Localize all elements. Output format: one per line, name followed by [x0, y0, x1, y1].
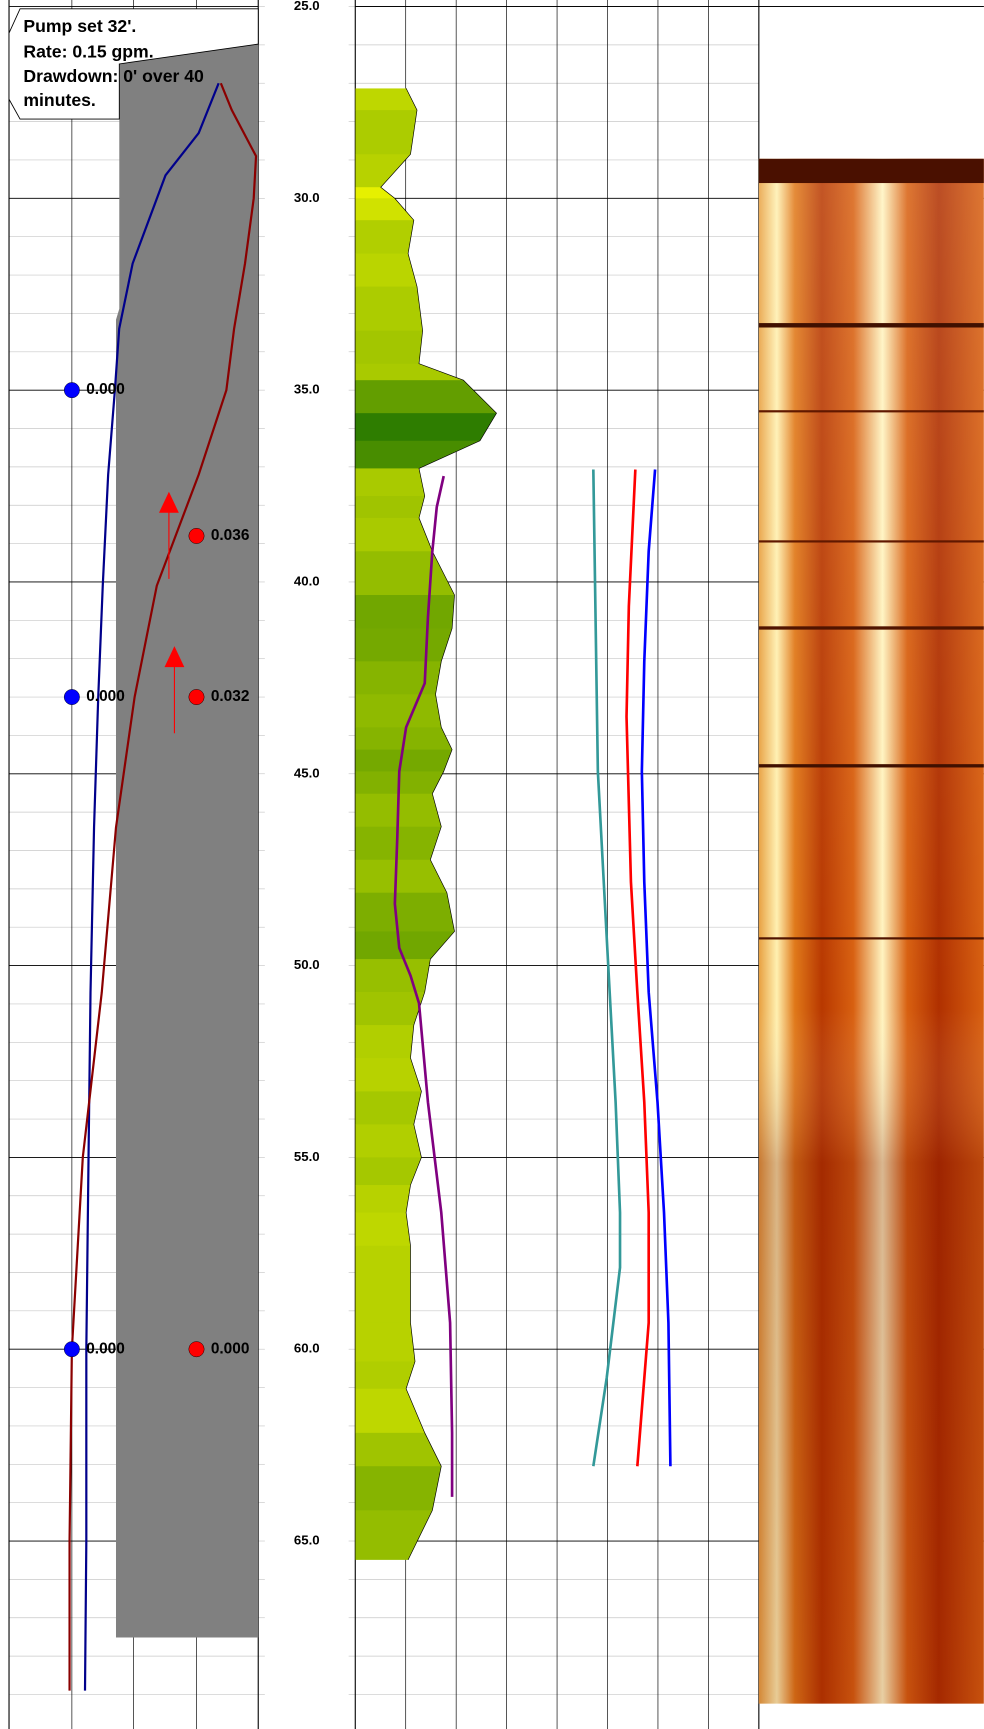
y-tick-label: 25.0	[294, 0, 320, 13]
y-tick-label: 55.0	[294, 1149, 320, 1164]
flow-label: 0.000	[211, 1340, 250, 1357]
flow-point	[64, 689, 79, 704]
page: {"chart_data": {"type": "line", "text_bo…	[0, 0, 984, 1729]
annotation: Pump set 32'.	[23, 16, 136, 36]
flow-point	[189, 528, 204, 543]
annotation: Rate: 0.15 gpm.	[23, 42, 153, 62]
y-tick-label: 35.0	[294, 382, 320, 397]
flow-label: 0.000	[86, 1340, 125, 1357]
annotation: minutes.	[23, 90, 95, 110]
flow-point	[64, 382, 79, 397]
flow-point	[64, 1341, 79, 1356]
annotation: Drawdown: 0' over 40	[23, 66, 204, 86]
y-tick-label: 40.0	[294, 573, 320, 588]
flow-point	[189, 689, 204, 704]
fluid-column	[116, 44, 258, 1637]
y-tick-label: 30.0	[294, 190, 320, 205]
y-tick-label: 60.0	[294, 1341, 320, 1356]
log-curve	[642, 470, 671, 1467]
y-tick-label: 45.0	[294, 765, 320, 780]
borehole-image	[759, 159, 984, 1704]
flow-label: 0.000	[86, 688, 125, 705]
flow-label: 0.032	[211, 688, 250, 705]
chart: 25.0 30.0 35.0 40.0 45.0 50.0 55.0 60.0 65.0 0.00…	[0, 0, 984, 1729]
log-curve	[593, 470, 620, 1467]
y-tick-label: 50.0	[294, 957, 320, 972]
flow-label: 0.036	[211, 527, 250, 544]
flow-label: 0.000	[86, 381, 125, 398]
flow-point	[189, 1341, 204, 1356]
y-tick-label: 65.0	[294, 1533, 320, 1548]
